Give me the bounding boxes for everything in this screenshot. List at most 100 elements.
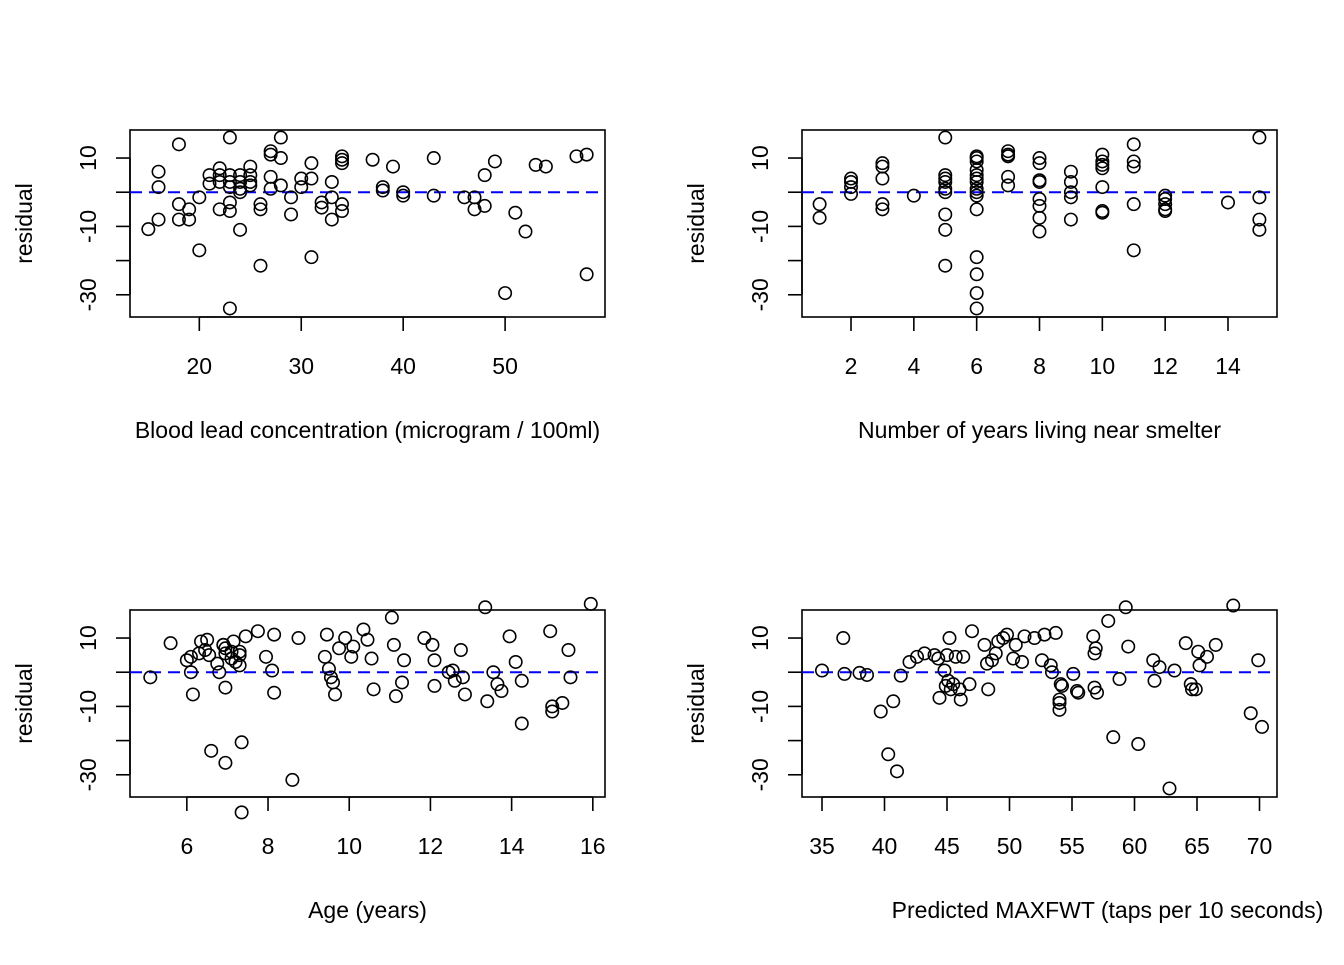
residual-point: [335, 152, 350, 167]
residual-point: [1063, 174, 1078, 189]
y-tick-label: -10: [75, 210, 101, 243]
residual-point: [969, 154, 984, 169]
y-tick-label: -30: [747, 278, 773, 311]
residual-point: [263, 181, 278, 196]
residual-point: [426, 151, 441, 166]
residual-point: [1001, 144, 1016, 159]
residual-point: [1121, 639, 1136, 654]
residual-point: [948, 649, 963, 664]
residual-point: [284, 207, 299, 222]
residual-point: [1147, 673, 1162, 688]
residual-point: [267, 627, 282, 642]
x-tick-label: 6: [970, 353, 983, 379]
residual-point: [514, 673, 529, 688]
x-tick-label: 50: [492, 353, 518, 379]
residual-point: [335, 204, 350, 219]
residual-point: [938, 185, 953, 200]
residual-point: [969, 174, 984, 189]
residual-point: [969, 250, 984, 265]
residual-point: [953, 692, 968, 707]
y-axis-label: residual: [683, 183, 709, 264]
residual-point: [1106, 730, 1121, 745]
residual-point: [232, 648, 247, 663]
residual-point: [171, 212, 186, 227]
residual-point: [969, 301, 984, 316]
residual-point: [222, 174, 237, 189]
residual-point: [388, 689, 403, 704]
residual-point: [875, 156, 890, 171]
residual-point: [192, 190, 207, 205]
residual-point: [583, 596, 598, 611]
x-tick-label: 12: [1152, 353, 1178, 379]
residual-point: [579, 267, 594, 282]
residual-plot-panel-2: 2 4 6 8 10 12 14 10 -10 -30 Number of years living…: [683, 129, 1278, 443]
residual-point: [346, 639, 361, 654]
residual-point: [1095, 157, 1110, 172]
y-tick-label: 10: [75, 625, 101, 651]
residual-point: [1086, 629, 1101, 644]
residual-point: [563, 670, 578, 685]
residual-point: [964, 624, 979, 639]
y-axis-label: residual: [11, 663, 37, 744]
residual-point: [969, 286, 984, 301]
residual-point: [234, 735, 249, 750]
residual-point: [1095, 180, 1110, 195]
residual-point: [498, 286, 513, 301]
residual-point: [1032, 224, 1047, 239]
residual-point: [1088, 641, 1103, 656]
residual-point: [494, 684, 509, 699]
residual-point: [902, 654, 917, 669]
residual-point: [1167, 663, 1182, 678]
residual-point: [163, 636, 178, 651]
residual-point: [194, 634, 209, 649]
residual-point: [477, 168, 492, 183]
residual-point: [1045, 665, 1060, 680]
residual-point: [814, 663, 829, 678]
residual-point: [1032, 151, 1047, 166]
residual-point: [1200, 649, 1215, 664]
residual-point: [1126, 154, 1141, 169]
residual-point: [273, 151, 288, 166]
y-tick-label: 10: [747, 625, 773, 651]
residual-point: [969, 168, 984, 183]
residual-point: [171, 137, 186, 152]
residual-point: [508, 654, 523, 669]
residual-point: [543, 624, 558, 639]
residual-point: [185, 687, 200, 702]
residual-point: [192, 243, 207, 258]
residual-point: [1126, 197, 1141, 212]
residual-point: [273, 130, 288, 145]
residual-point: [480, 694, 495, 709]
residual-point: [291, 631, 306, 646]
residual-point: [984, 653, 999, 668]
x-tick-label: 14: [499, 833, 525, 859]
residual-point: [906, 188, 921, 203]
x-tick-label: 6: [180, 833, 193, 859]
residual-point: [514, 716, 529, 731]
residual-point: [386, 637, 401, 652]
residual-point: [183, 665, 198, 680]
residual-point: [844, 180, 859, 195]
residual-point: [1220, 195, 1235, 210]
residual-point: [319, 627, 334, 642]
residual-point: [253, 258, 268, 273]
residual-point: [395, 675, 410, 690]
residual-point: [969, 202, 984, 217]
residual-point: [545, 699, 560, 714]
x-axis-label: Age (years): [308, 897, 427, 923]
residual-point: [1095, 205, 1110, 220]
residual-point: [294, 180, 309, 195]
x-tick-label: 8: [262, 833, 275, 859]
x-tick-label: 40: [872, 833, 898, 859]
residual-point: [212, 202, 227, 217]
residual-point: [1183, 677, 1198, 692]
residual-point: [1053, 677, 1068, 692]
x-tick-label: 35: [809, 833, 835, 859]
residual-point: [502, 629, 517, 644]
residual-point: [445, 663, 460, 678]
residual-point: [1052, 702, 1067, 717]
residual-point: [304, 250, 319, 265]
residual-point: [561, 642, 576, 657]
